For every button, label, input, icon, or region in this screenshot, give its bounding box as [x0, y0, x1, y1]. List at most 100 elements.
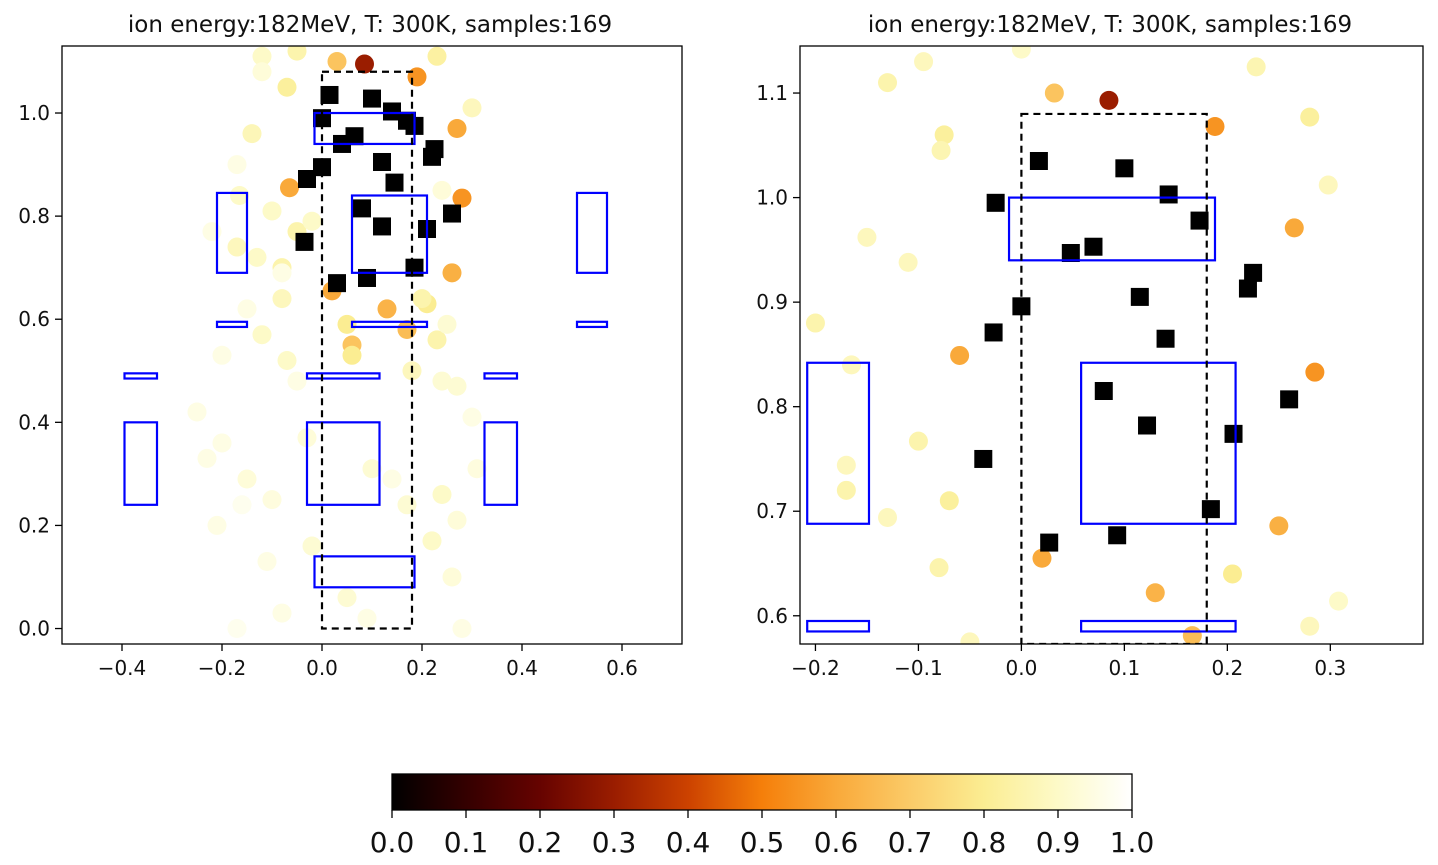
scatter-point	[1032, 548, 1052, 568]
scatter-point	[1205, 117, 1225, 136]
square-marker	[1029, 152, 1048, 170]
scatter-point	[377, 299, 397, 319]
scatter-point	[277, 77, 297, 97]
scatter-point	[302, 536, 322, 556]
y-tick-label: 1.0	[18, 101, 50, 125]
scatter-point	[467, 459, 487, 479]
scatter-point	[280, 178, 299, 198]
square-marker	[1138, 416, 1157, 435]
scatter-point	[432, 485, 452, 504]
scatter-point	[1284, 218, 1304, 238]
blue-region	[305, 372, 381, 380]
x-tick-label: −0.1	[894, 656, 943, 680]
square-marker	[1224, 424, 1243, 443]
blue-region	[215, 320, 249, 329]
marks-layer	[123, 46, 609, 639]
square-marker	[1190, 211, 1209, 230]
colorbar-tick-label: 0.4	[666, 826, 711, 859]
square-marker	[383, 102, 401, 121]
x-tick-label: −0.2	[198, 656, 247, 680]
colorbar-tick-label: 0.3	[592, 826, 637, 859]
y-tick-label: 0.4	[18, 410, 50, 434]
square-marker	[1040, 533, 1059, 552]
square-marker	[313, 158, 331, 177]
x-tick-label: 0.3	[1314, 656, 1346, 680]
scatter-point	[252, 325, 272, 345]
scatter-point	[452, 619, 472, 639]
colorbar-tick-label: 0.1	[444, 826, 489, 859]
y-tick-label: 0.6	[18, 307, 50, 331]
colorbar-tick-label: 0.8	[962, 826, 1007, 859]
scatter-point	[272, 603, 292, 623]
scatter-point	[462, 407, 482, 427]
scatter-point	[227, 237, 247, 257]
scatter-point	[934, 125, 954, 145]
y-tick-label: 0.8	[756, 395, 788, 419]
scatter-point	[1182, 626, 1202, 644]
scatter-point	[914, 52, 934, 72]
scatter-point	[1145, 583, 1165, 603]
square-marker	[295, 232, 314, 251]
scatter-point	[960, 632, 980, 644]
square-marker	[1094, 382, 1113, 400]
x-tick-label: 0.0	[1005, 656, 1037, 680]
axes-frame	[799, 45, 1424, 645]
y-tick-label: 1.1	[756, 81, 788, 105]
scatter-point	[841, 355, 861, 375]
scatter-point	[836, 480, 856, 500]
scatter-point	[908, 431, 928, 451]
square-marker	[1244, 263, 1263, 282]
scatter-point	[262, 201, 282, 221]
scatter-point	[232, 495, 252, 515]
blue-region	[1007, 196, 1217, 262]
blue-region	[350, 194, 429, 274]
colorbar-tick-label: 1.0	[1110, 826, 1155, 859]
scatter-point	[412, 289, 432, 309]
scatter-point	[247, 247, 267, 267]
square-marker	[1159, 185, 1178, 204]
scatter-point	[447, 118, 467, 138]
colorbar-gradient	[392, 774, 1132, 810]
square-marker	[358, 268, 376, 287]
scatter-point	[437, 314, 457, 334]
left-plot-area: −0.4 −0.2 0.0 0.2 0.4 0.6 0.0 0.2 0.4 0.6 0.8 1.0	[18, 45, 683, 680]
square-marker	[385, 173, 404, 192]
blue-region	[350, 320, 429, 329]
colorbar-tick-label: 0.0	[370, 826, 415, 859]
scatter-point	[252, 46, 272, 66]
right-chart-title: ion energy:182MeV, T: 300K, samples:169	[868, 12, 1352, 38]
square-marker	[345, 127, 364, 146]
scatter-point	[442, 263, 462, 283]
scatter-point	[197, 448, 217, 468]
blue-region	[575, 320, 609, 329]
scatter-point	[302, 211, 322, 231]
x-tick-label: 0.6	[606, 656, 638, 680]
square-marker	[353, 199, 371, 218]
y-tick-label: 0.9	[756, 290, 788, 314]
scatter-point	[452, 188, 472, 208]
x-tick-label: 0.0	[306, 656, 338, 680]
scatter-point	[362, 459, 382, 479]
scatter-point	[432, 180, 452, 200]
left-panel: ion energy:182MeV, T: 300K, samples:169 …	[18, 12, 683, 680]
scatter-point	[187, 402, 207, 422]
scatter-point	[1246, 57, 1266, 77]
scatter-point	[287, 371, 307, 391]
square-marker	[443, 204, 461, 223]
blue-region	[1080, 361, 1237, 525]
scatter-point	[931, 141, 951, 161]
y-tick-label: 0.8	[18, 204, 50, 228]
square-marker	[1108, 526, 1127, 545]
square-marker	[1130, 287, 1149, 306]
scatter-point	[252, 62, 272, 82]
square-marker	[423, 147, 441, 166]
scatter-point	[257, 552, 277, 572]
y-tick-label: 0.7	[756, 499, 788, 523]
scatter-point	[1222, 564, 1242, 584]
dashed-region	[1020, 112, 1208, 644]
square-marker	[1280, 390, 1299, 409]
scatter-point	[857, 227, 877, 247]
scatter-point	[1318, 175, 1338, 195]
scatter-point	[447, 510, 467, 530]
y-tick-label: 0.2	[18, 513, 50, 537]
